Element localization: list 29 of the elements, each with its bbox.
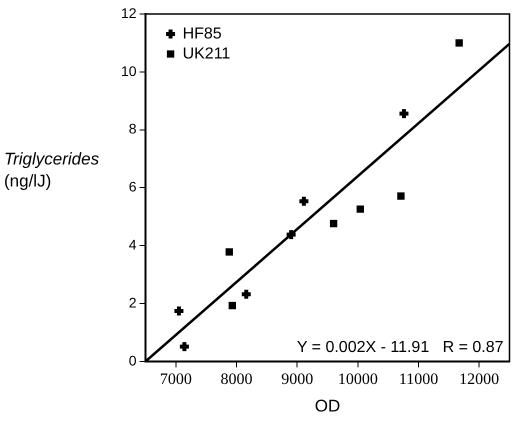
annotation: Y = 0.002X - 11.91 R = 0.87	[296, 338, 504, 356]
y-tick-label: 4	[128, 236, 137, 252]
y-tick-label: 6	[128, 178, 137, 195]
point	[455, 39, 463, 47]
point	[330, 220, 338, 228]
point	[397, 107, 410, 120]
x-tick-label: 9000	[281, 371, 314, 388]
point	[397, 192, 405, 200]
point	[178, 340, 191, 354]
point	[284, 228, 298, 242]
point	[226, 248, 233, 256]
point	[240, 288, 253, 301]
y-tick-label: 2	[128, 294, 137, 310]
point	[228, 302, 236, 310]
point	[356, 205, 364, 213]
y-axis-title: Triglycerides (ng/lJ)	[4, 150, 100, 191]
x-tick-label: 8000	[220, 371, 253, 388]
x-tick-label: 12000	[459, 371, 500, 388]
x-tick-label: 11000	[398, 371, 438, 388]
y-tick-label: 0	[128, 352, 137, 368]
legend-label: UK211	[182, 45, 230, 62]
x-tick-label: 10000	[338, 371, 378, 388]
x-axis-title: OD	[314, 396, 340, 416]
y-tick-label: 8	[128, 120, 137, 137]
y-tick-label: 10	[120, 62, 137, 79]
point	[297, 194, 310, 208]
legend-label: HF85	[182, 25, 222, 42]
x-tick-label: 7000	[160, 371, 192, 388]
y-tick-label: 12	[120, 4, 137, 21]
